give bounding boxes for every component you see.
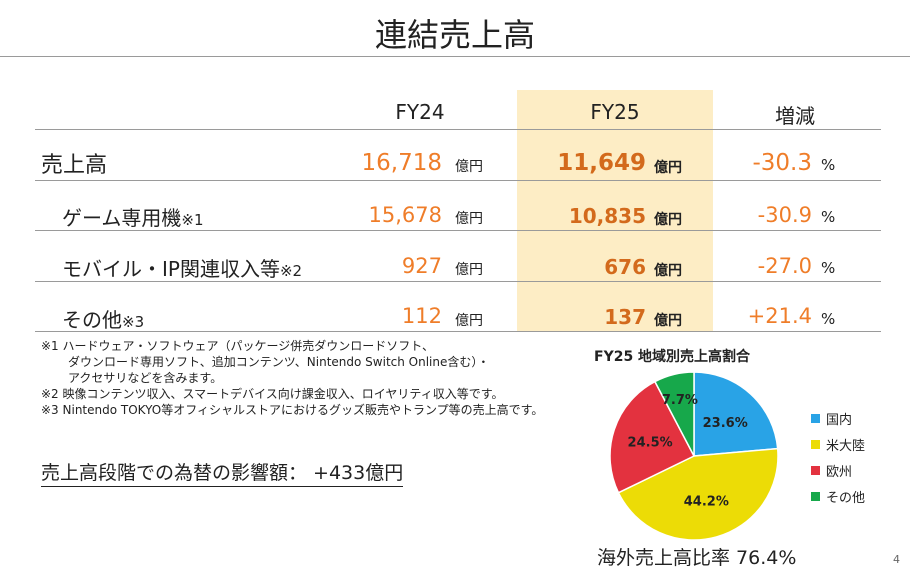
title-divider: [0, 56, 910, 57]
footnote-line: ※2 映像コンテンツ収入、スマートデバイス向け課金収入、ロイヤリティ収入等です。: [41, 387, 504, 401]
fy25-total-sales-value: 11,649: [557, 150, 646, 176]
table-rule: [35, 331, 881, 332]
table-rule: [35, 230, 881, 231]
unit-oku: 億円: [455, 211, 483, 227]
unit-percent: %: [821, 156, 836, 174]
footnote-line: ※3 Nintendo TOKYO等オフィシャルストアにおけるグッズ販売やトラン…: [41, 403, 544, 417]
pie-slice-3: [653, 371, 695, 457]
header-fy25: FY25: [590, 100, 640, 124]
legend-item: その他: [811, 483, 865, 509]
fy24-total-sales-value: 16,718: [361, 150, 442, 176]
pie-slice-label: 7.7%: [662, 393, 698, 408]
row-label-game-console: ゲーム専用機※1: [62, 206, 204, 230]
change-total-sales-value: -30.3: [752, 150, 812, 176]
pie-legend: 国内米大陸欧州その他: [811, 405, 865, 509]
footnote-ref: ※3: [122, 313, 145, 331]
unit-oku: 億円: [654, 313, 682, 329]
pie-slice-2: [609, 380, 696, 494]
change-mobile-ip-value: -27.0: [757, 254, 812, 278]
fy25-game-console-value: 10,835: [568, 204, 646, 228]
unit-oku: 億円: [455, 159, 483, 175]
unit-percent: %: [821, 310, 836, 328]
legend-swatch: [811, 465, 820, 475]
change-other-value: +21.4: [747, 304, 812, 328]
row-label-total-sales: 売上高: [41, 153, 108, 178]
legend-item: 欧州: [811, 457, 865, 483]
pie-slice-0: [693, 371, 779, 457]
header-change: 増減: [775, 104, 815, 128]
legend-label: 国内: [826, 412, 853, 428]
footnotes: ※1 ハードウェア・ソフトウェア（パッケージ併売ダウンロードソフト、 ダウンロー…: [41, 338, 543, 418]
footnote-line: ※1 ハードウェア・ソフトウェア（パッケージ併売ダウンロードソフト、: [41, 339, 435, 353]
footnote-line: アクセサリなどを含みます。: [68, 371, 223, 385]
fy24-other-value: 112: [401, 304, 442, 328]
legend-label: その他: [826, 490, 866, 506]
legend-swatch: [811, 413, 820, 423]
pie-slice-label: 23.6%: [703, 416, 748, 431]
unit-oku: 億円: [455, 313, 483, 329]
row-label-mobile-ip: モバイル・IP関連収入等※2: [62, 257, 303, 281]
page-number: 4: [893, 553, 900, 566]
legend-swatch: [811, 439, 820, 449]
fy25-column-highlight: [517, 90, 713, 332]
unit-oku: 億円: [654, 212, 682, 228]
regional-sales-pie-chart: 23.6% 44.2% 24.5% 7.7%: [609, 371, 779, 541]
legend-swatch: [811, 491, 820, 501]
fy25-mobile-ip-value: 676: [604, 255, 646, 279]
table-rule: [35, 129, 881, 130]
page-title: 連結売上高: [374, 16, 535, 54]
legend-item: 国内: [811, 405, 865, 431]
header-fy24: FY24: [395, 100, 445, 124]
fx-impact: 売上高段階での為替の影響額： +433億円: [41, 458, 404, 487]
unit-oku: 億円: [654, 160, 682, 176]
fy24-game-console-value: 15,678: [368, 203, 442, 227]
footnote-line: ダウンロード専用ソフト、追加コンテンツ、Nintendo Switch Onli…: [68, 355, 490, 369]
legend-item: 米大陸: [811, 431, 865, 457]
footnote-ref: ※1: [181, 211, 204, 229]
legend-label: 欧州: [826, 464, 853, 480]
table-rule: [35, 180, 881, 181]
unit-oku: 億円: [654, 263, 682, 279]
unit-percent: %: [821, 208, 836, 226]
fy25-other-value: 137: [604, 305, 646, 329]
unit-percent: %: [821, 259, 836, 277]
unit-oku: 億円: [455, 262, 483, 278]
footnote-ref: ※2: [279, 262, 303, 280]
change-game-console-value: -30.9: [757, 203, 812, 227]
pie-slice-label: 24.5%: [628, 436, 673, 451]
pie-slice-label: 44.2%: [684, 495, 729, 510]
pie-slice-1: [617, 447, 779, 541]
fy24-mobile-ip-value: 927: [401, 254, 442, 278]
row-label-other: その他※3: [62, 308, 145, 332]
overseas-sales-ratio: 海外売上高比率 76.4%: [597, 547, 797, 569]
pie-chart-title: FY25 地域別売上高割合: [594, 349, 751, 365]
table-rule: [35, 281, 881, 282]
legend-label: 米大陸: [826, 438, 866, 454]
